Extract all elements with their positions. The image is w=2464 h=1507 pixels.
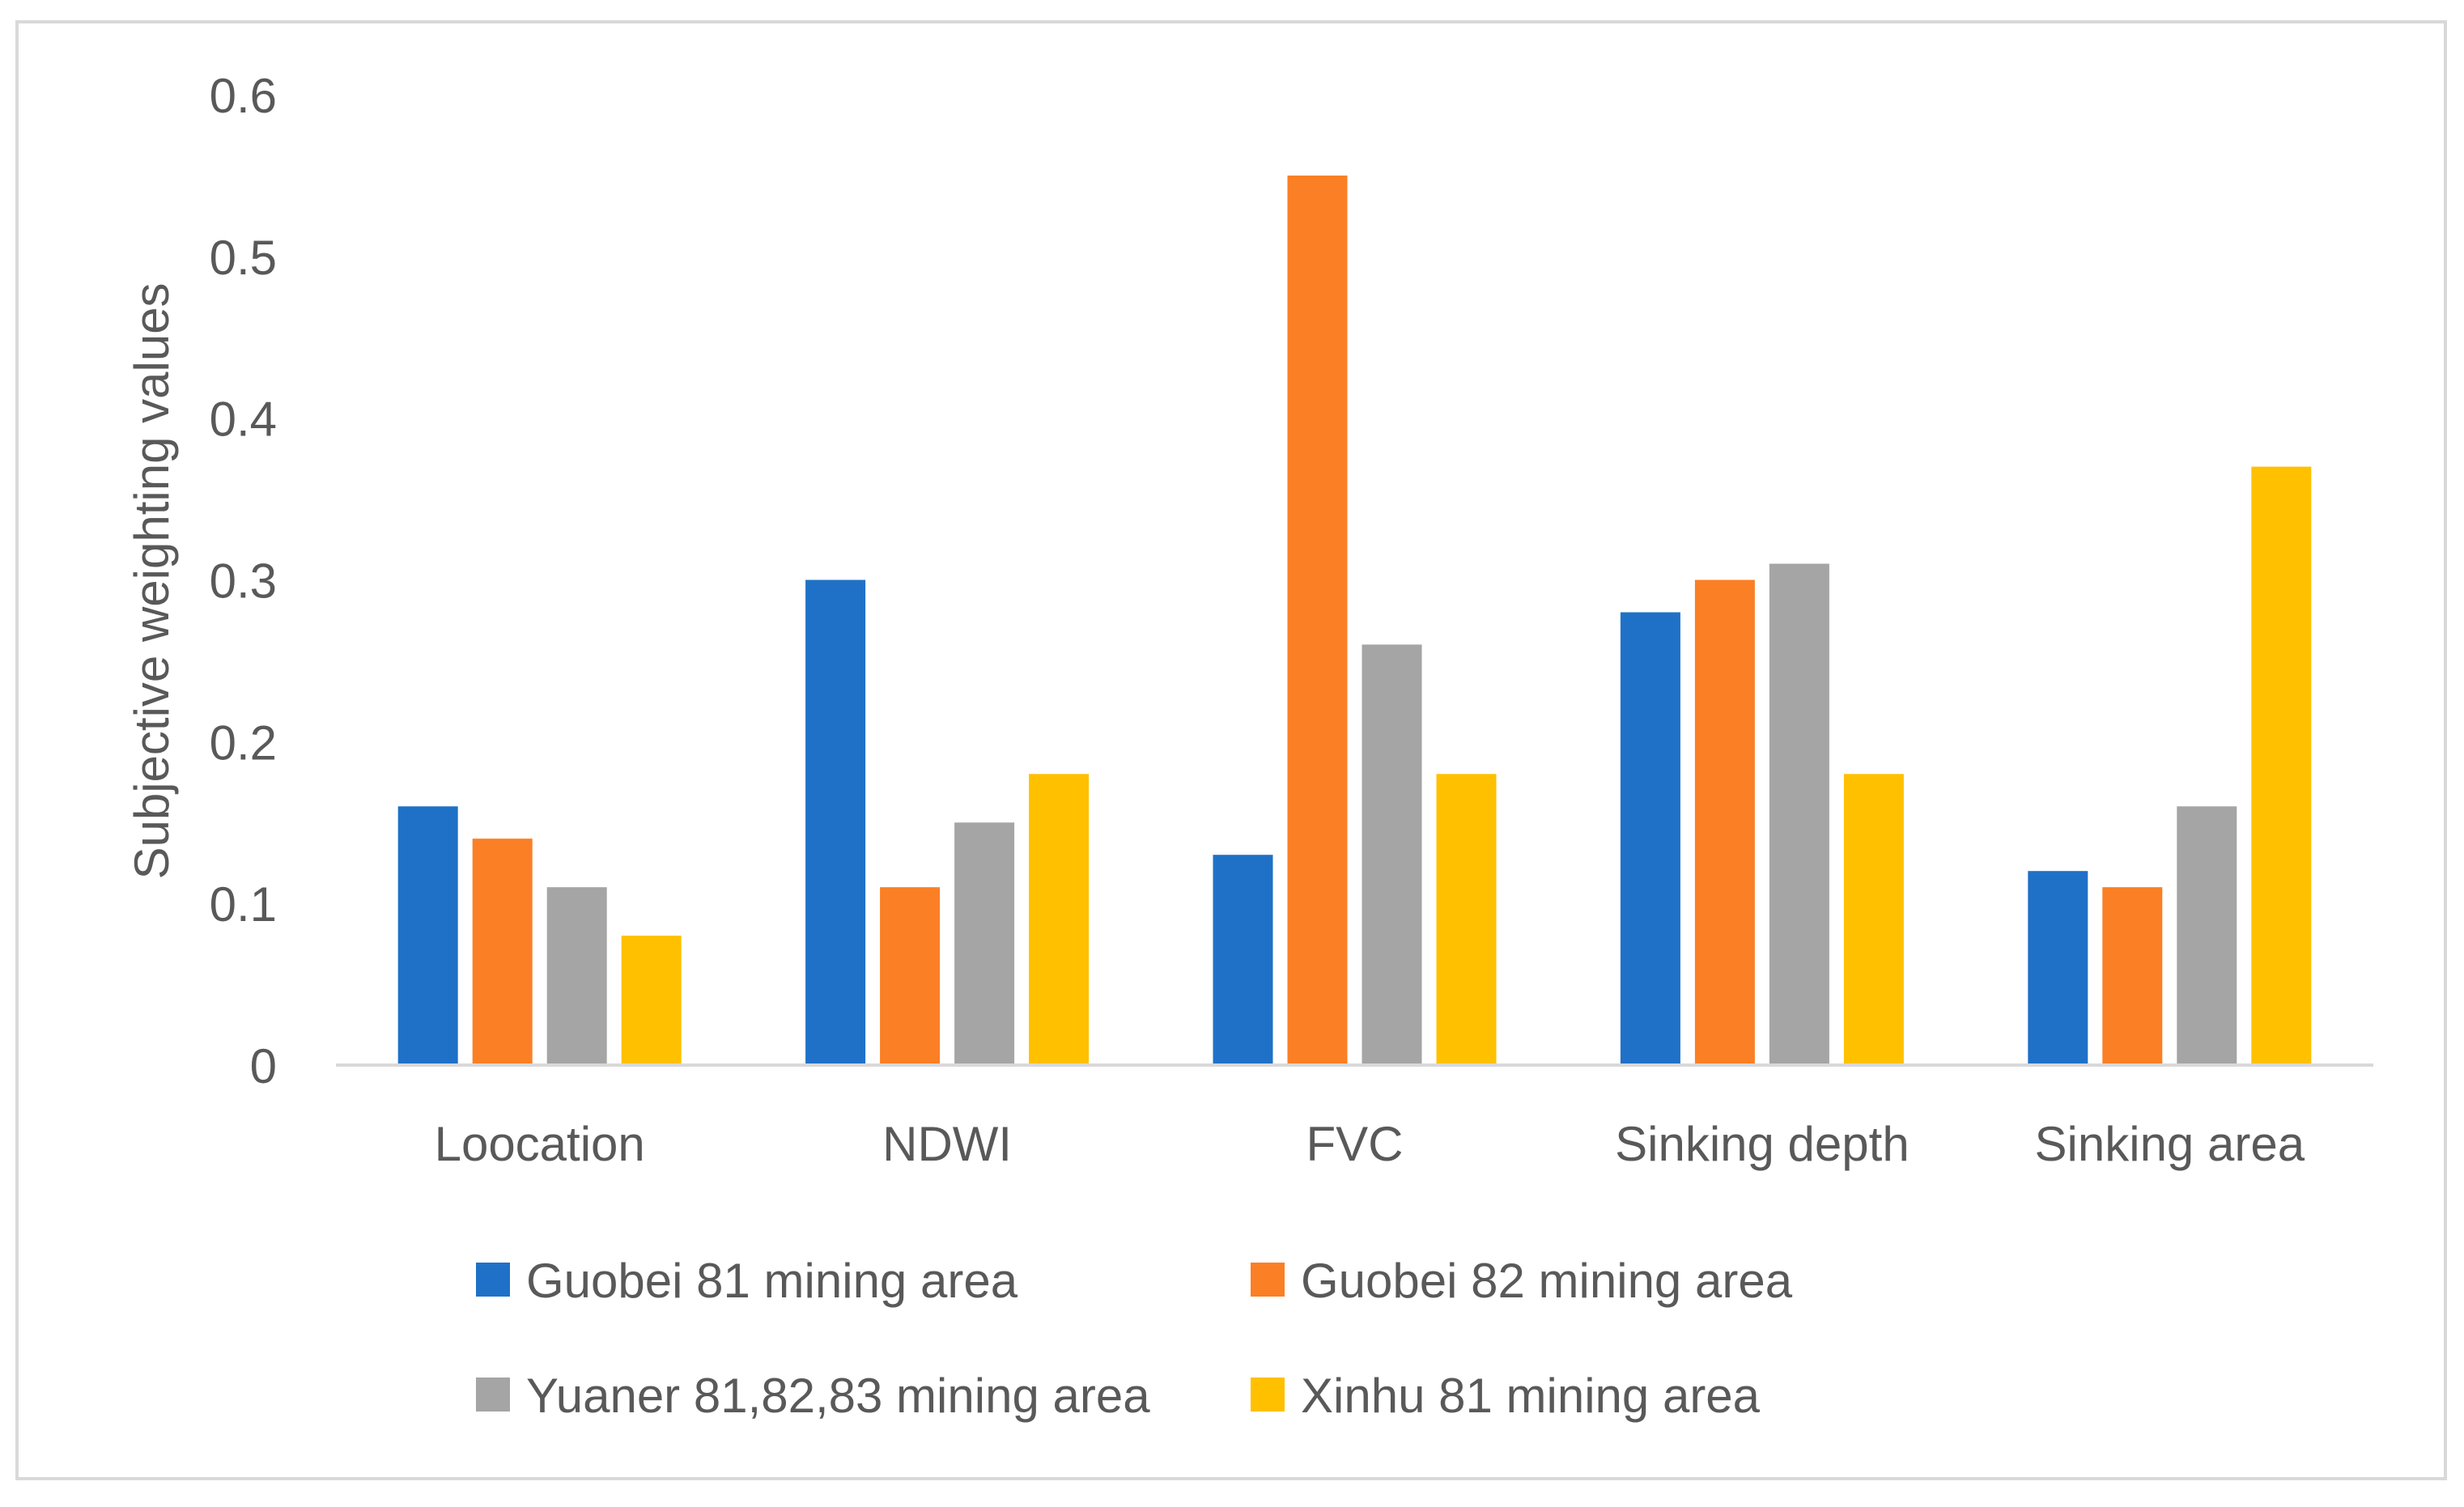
y-axis-ticks: 0 0.1 0.2 0.3 0.4 0.5 0.6 <box>210 69 277 1093</box>
y-tick-label: 0.5 <box>210 231 277 285</box>
legend-swatch <box>1251 1263 1285 1297</box>
bar <box>1362 644 1422 1065</box>
y-axis-title: Subjective weighting values <box>125 282 179 879</box>
legend-label: Guobei 82 mining area <box>1301 1254 1793 1308</box>
x-tick-label: Sinking depth <box>1615 1117 1910 1171</box>
bars <box>397 175 2312 1066</box>
y-tick-label: 0 <box>250 1039 277 1093</box>
bar <box>1029 774 1090 1065</box>
bar <box>472 838 533 1065</box>
bar <box>1769 563 1829 1065</box>
x-tick-label: Loocation <box>435 1117 645 1171</box>
bar <box>546 887 607 1065</box>
legend-label: Guobei 81 mining area <box>526 1254 1018 1308</box>
legend-label: Xinhu 81 mining area <box>1301 1369 1761 1423</box>
bar <box>880 887 941 1065</box>
x-tick-label: NDWI <box>882 1117 1012 1171</box>
bar <box>2251 466 2312 1065</box>
bar <box>1287 175 1348 1065</box>
legend-swatch <box>1251 1378 1285 1411</box>
bar <box>1436 774 1497 1065</box>
x-tick-label: FVC <box>1306 1117 1404 1171</box>
y-tick-label: 0.1 <box>210 877 277 932</box>
bar <box>805 579 866 1065</box>
chart-border <box>15 20 2447 1480</box>
legend-swatch <box>476 1378 510 1411</box>
y-tick-label: 0.4 <box>210 393 277 447</box>
bar <box>954 822 1015 1066</box>
bar <box>2028 871 2088 1065</box>
bar <box>1694 579 1755 1065</box>
y-tick-label: 0.6 <box>210 69 277 123</box>
bar <box>397 806 458 1065</box>
bar <box>1620 612 1680 1065</box>
y-tick-label: 0.3 <box>210 554 277 609</box>
y-tick-label: 0.2 <box>210 715 277 770</box>
x-tick-label: Sinking area <box>2035 1117 2305 1171</box>
legend: Guobei 81 mining area Guobei 82 mining ar… <box>476 1254 1793 1423</box>
legend-swatch <box>476 1263 510 1297</box>
legend-label: Yuaner 81,82,83 mining area <box>526 1369 1150 1423</box>
bar <box>621 936 682 1065</box>
bar <box>1843 774 1904 1065</box>
bar <box>2177 806 2237 1065</box>
bar <box>2102 887 2163 1065</box>
bar <box>1213 855 1273 1065</box>
x-axis-ticks: Loocation NDWI FVC Sinking depth Sinking are… <box>435 1117 2305 1171</box>
